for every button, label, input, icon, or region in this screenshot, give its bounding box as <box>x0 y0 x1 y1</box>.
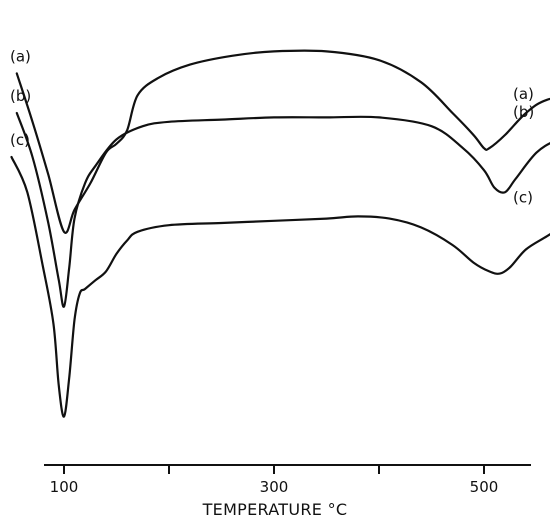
x-tick-label-300: 300 <box>260 478 289 496</box>
curve-label-right-b: (b) <box>513 103 534 121</box>
curves-group <box>10 49 550 418</box>
x-axis-ticks <box>63 465 485 474</box>
curve-label-left-c: (c) <box>10 131 30 149</box>
curve-label-left-a: (a) <box>10 47 31 65</box>
curve-labels-group: (a)(a)(b)(b)(c)(c) <box>10 47 534 206</box>
curve-a <box>15 49 550 234</box>
curve-c <box>10 155 550 418</box>
x-axis-tick-labels: 100300500700900 <box>50 478 499 496</box>
curve-label-left-b: (b) <box>10 87 31 105</box>
x-tick-label-500: 500 <box>470 478 499 496</box>
x-axis-title: TEMPERATURE °C <box>202 500 348 519</box>
x-tick-label-100: 100 <box>50 478 79 496</box>
curve-b <box>15 111 550 308</box>
curve-label-right-c: (c) <box>513 189 533 207</box>
curve-label-right-a: (a) <box>513 85 534 103</box>
